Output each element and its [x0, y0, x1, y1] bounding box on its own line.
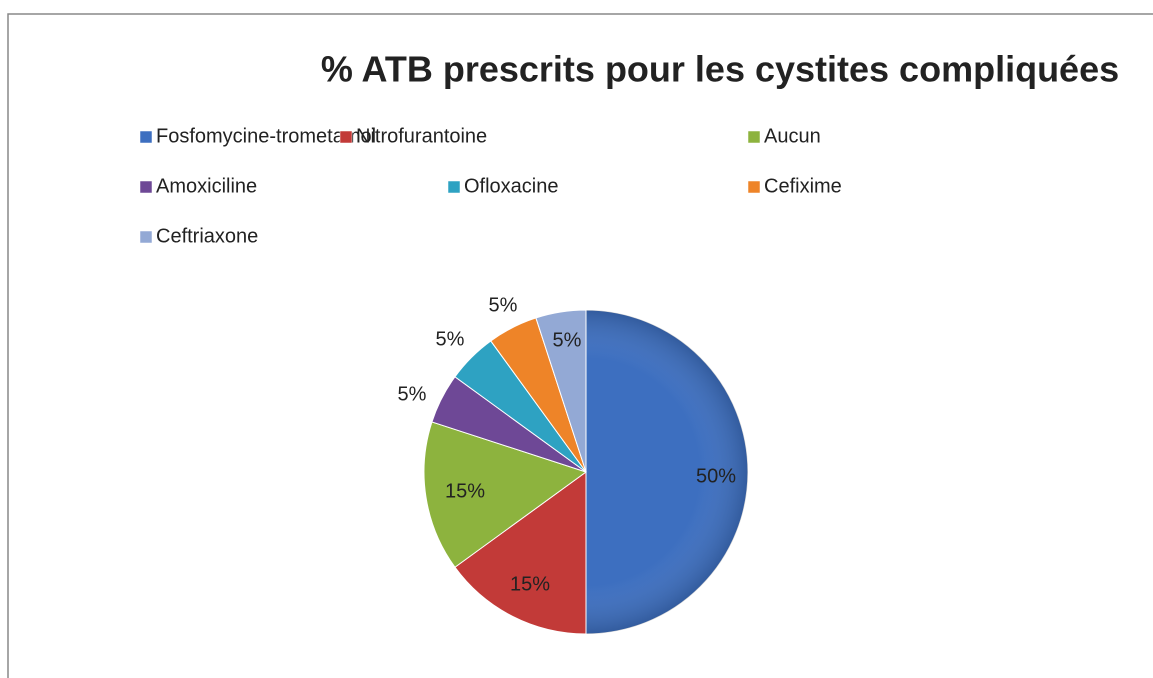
legend-label: Ofloxacine: [464, 175, 559, 197]
legend-label: Amoxiciline: [156, 175, 257, 197]
legend-label: Fosfomycine-trometamol: [156, 125, 376, 147]
legend-label: Nitrofurantoine: [356, 125, 487, 147]
legend-label: Ceftriaxone: [156, 225, 258, 247]
data-label: 50%: [696, 465, 736, 487]
pie-slice: [454, 471, 587, 635]
legend-swatch: [139, 230, 153, 244]
legend-label: Cefixime: [764, 175, 842, 197]
data-label: 5%: [398, 383, 427, 405]
legend-swatch: [139, 180, 153, 194]
legend-swatch: [139, 130, 153, 144]
legend-swatch: [747, 180, 761, 194]
chart-frame: [7, 13, 1153, 678]
data-label: 5%: [489, 294, 518, 316]
pie-slice: [423, 421, 588, 568]
data-label: 15%: [510, 573, 550, 595]
chart-title: % ATB prescrits pour les cystites compli…: [321, 49, 1119, 90]
data-label: 5%: [436, 328, 465, 350]
legend-swatch: [447, 180, 461, 194]
data-label: 5%: [553, 329, 582, 351]
data-label: 15%: [445, 480, 485, 502]
legend-label: Aucun: [764, 125, 821, 147]
legend-swatch: [339, 130, 353, 144]
legend-swatch: [747, 130, 761, 144]
pie-slice: [535, 309, 587, 473]
